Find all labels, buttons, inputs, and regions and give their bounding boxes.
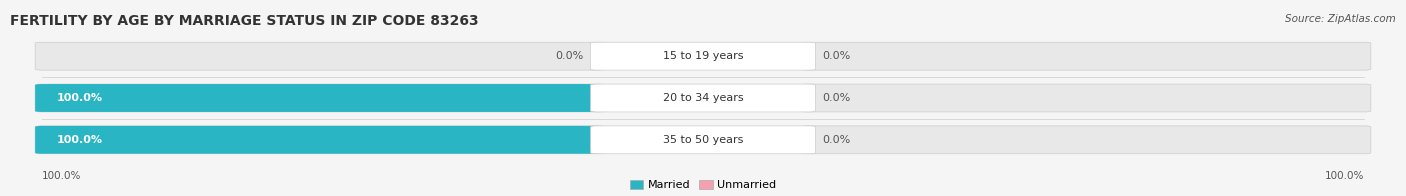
Text: 0.0%: 0.0% (823, 93, 851, 103)
Legend: Married, Unmarried: Married, Unmarried (630, 180, 776, 191)
FancyBboxPatch shape (801, 42, 1371, 70)
FancyBboxPatch shape (591, 126, 815, 154)
Text: 15 to 19 years: 15 to 19 years (662, 51, 744, 61)
FancyBboxPatch shape (35, 126, 605, 154)
FancyBboxPatch shape (801, 84, 1371, 112)
Text: 35 to 50 years: 35 to 50 years (662, 135, 744, 145)
Text: 100.0%: 100.0% (56, 93, 103, 103)
Text: 0.0%: 0.0% (555, 51, 583, 61)
Text: 0.0%: 0.0% (823, 135, 851, 145)
FancyBboxPatch shape (591, 84, 815, 112)
Text: 100.0%: 100.0% (42, 171, 82, 181)
FancyBboxPatch shape (801, 126, 1371, 154)
FancyBboxPatch shape (591, 42, 815, 70)
Text: 100.0%: 100.0% (1324, 171, 1364, 181)
FancyBboxPatch shape (35, 42, 605, 70)
Text: Source: ZipAtlas.com: Source: ZipAtlas.com (1285, 14, 1396, 24)
Text: 20 to 34 years: 20 to 34 years (662, 93, 744, 103)
Text: FERTILITY BY AGE BY MARRIAGE STATUS IN ZIP CODE 83263: FERTILITY BY AGE BY MARRIAGE STATUS IN Z… (10, 14, 478, 28)
FancyBboxPatch shape (35, 84, 605, 112)
FancyBboxPatch shape (35, 84, 605, 112)
FancyBboxPatch shape (35, 126, 605, 154)
Text: 0.0%: 0.0% (823, 51, 851, 61)
Text: 100.0%: 100.0% (56, 135, 103, 145)
